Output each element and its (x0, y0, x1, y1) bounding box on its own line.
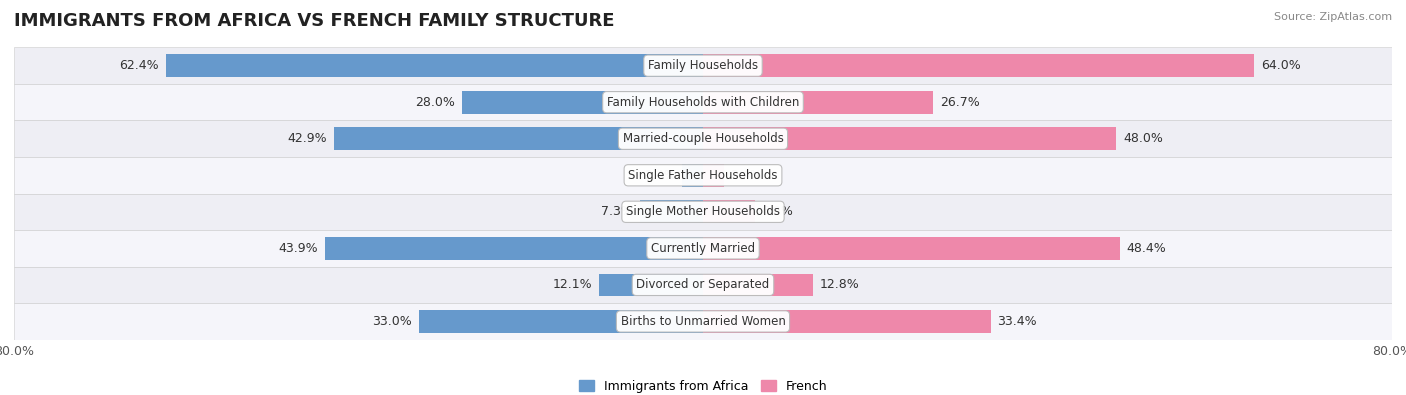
Text: Family Households with Children: Family Households with Children (607, 96, 799, 109)
Bar (599, 274, 703, 296)
Text: 12.8%: 12.8% (820, 278, 860, 292)
Text: 64.0%: 64.0% (1261, 59, 1301, 72)
Bar (14, 267, 1392, 303)
Bar (703, 128, 1116, 150)
Text: 28.0%: 28.0% (415, 96, 456, 109)
Text: IMMIGRANTS FROM AFRICA VS FRENCH FAMILY STRUCTURE: IMMIGRANTS FROM AFRICA VS FRENCH FAMILY … (14, 12, 614, 30)
Text: Births to Unmarried Women: Births to Unmarried Women (620, 315, 786, 328)
Bar (14, 194, 1392, 230)
Text: Currently Married: Currently Married (651, 242, 755, 255)
Text: 26.7%: 26.7% (939, 96, 980, 109)
Bar (14, 47, 1392, 84)
Bar (703, 55, 1254, 77)
Bar (461, 91, 703, 113)
Text: 33.4%: 33.4% (997, 315, 1038, 328)
Text: Married-couple Households: Married-couple Households (623, 132, 783, 145)
Bar (166, 55, 703, 77)
Text: 2.4%: 2.4% (731, 169, 762, 182)
Text: 62.4%: 62.4% (120, 59, 159, 72)
Text: Single Father Households: Single Father Households (628, 169, 778, 182)
Text: Family Households: Family Households (648, 59, 758, 72)
Bar (682, 164, 703, 186)
Bar (703, 310, 991, 333)
Text: 6.0%: 6.0% (762, 205, 793, 218)
Legend: Immigrants from Africa, French: Immigrants from Africa, French (574, 375, 832, 395)
Text: 43.9%: 43.9% (278, 242, 318, 255)
Text: Divorced or Separated: Divorced or Separated (637, 278, 769, 292)
Bar (703, 237, 1119, 260)
Bar (14, 84, 1392, 120)
Bar (325, 237, 703, 260)
Bar (14, 157, 1392, 194)
Text: 33.0%: 33.0% (373, 315, 412, 328)
Text: 12.1%: 12.1% (553, 278, 592, 292)
Bar (14, 303, 1392, 340)
Bar (14, 120, 1392, 157)
Bar (640, 201, 703, 223)
Bar (703, 91, 934, 113)
Bar (703, 274, 813, 296)
Bar (333, 128, 703, 150)
Bar (703, 164, 724, 186)
Bar (419, 310, 703, 333)
Text: 48.4%: 48.4% (1126, 242, 1167, 255)
Text: 7.3%: 7.3% (602, 205, 633, 218)
Text: 2.4%: 2.4% (644, 169, 675, 182)
Text: Single Mother Households: Single Mother Households (626, 205, 780, 218)
Text: 48.0%: 48.0% (1123, 132, 1163, 145)
Text: 42.9%: 42.9% (287, 132, 326, 145)
Text: Source: ZipAtlas.com: Source: ZipAtlas.com (1274, 12, 1392, 22)
Bar (14, 230, 1392, 267)
Bar (703, 201, 755, 223)
